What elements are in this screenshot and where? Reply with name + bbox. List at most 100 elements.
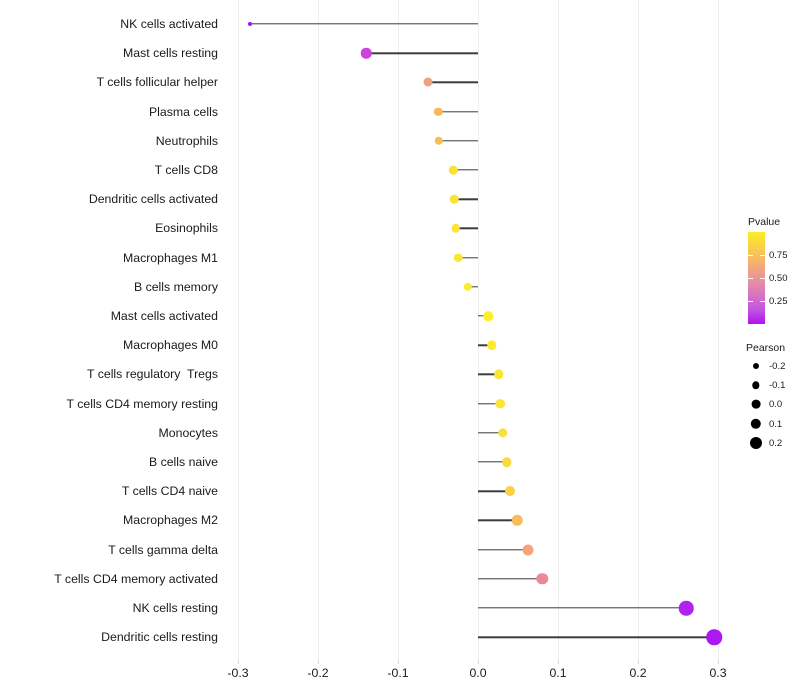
lollipop-dot[interactable] bbox=[451, 224, 460, 233]
lollipop-dot[interactable] bbox=[678, 600, 694, 616]
lollipop-stem bbox=[478, 461, 507, 463]
x-axis-tick-label: -0.2 bbox=[307, 666, 329, 680]
size-legend-label: 0.0 bbox=[769, 399, 783, 411]
lollipop-stem bbox=[478, 636, 714, 638]
lollipop-stem bbox=[478, 578, 542, 580]
y-axis-tick-label: T cells regulatory Tregs bbox=[87, 367, 218, 382]
lollipop-stem bbox=[478, 490, 510, 492]
lollipop-stem bbox=[478, 402, 501, 405]
gridline-x bbox=[318, 0, 319, 660]
lollipop-dot[interactable] bbox=[483, 311, 494, 321]
lollipop-dot[interactable] bbox=[502, 457, 512, 467]
x-axis-tick-mark bbox=[718, 660, 719, 664]
y-axis-tick-label: Mast cells activated bbox=[110, 309, 218, 323]
lollipop-dot[interactable] bbox=[433, 107, 443, 116]
lollipop-dot[interactable] bbox=[536, 573, 548, 585]
y-axis-labels: NK cells activated Mast cells resting T ce… bbox=[0, 0, 228, 660]
lollipop-dot[interactable] bbox=[453, 253, 463, 262]
y-axis-tick-label: NK cells resting bbox=[132, 601, 218, 615]
y-axis-tick-label: Mast cells resting bbox=[123, 46, 218, 61]
lollipop-stem bbox=[454, 198, 478, 200]
gridline-x bbox=[638, 0, 639, 660]
size-legend-dot bbox=[753, 363, 759, 369]
y-axis-tick-label: Macrophages M2 bbox=[122, 513, 218, 528]
colorbar-tick-label: 0.75 bbox=[769, 250, 788, 261]
lollipop-stem bbox=[478, 548, 529, 551]
x-axis-tick-label: -0.3 bbox=[227, 666, 249, 680]
y-axis-tick-label: Monocytes bbox=[158, 425, 218, 440]
x-axis-tick-label: 0.0 bbox=[469, 666, 487, 680]
lollipop-dot[interactable] bbox=[505, 486, 515, 497]
lollipop-dot[interactable] bbox=[248, 22, 252, 26]
size-legend-dot bbox=[752, 381, 760, 389]
y-axis-tick-label: B cells naive bbox=[148, 455, 218, 469]
lollipop-dot[interactable] bbox=[495, 398, 506, 409]
y-axis-tick-label: Neutrophils bbox=[155, 133, 218, 148]
lollipop-stem bbox=[478, 607, 686, 609]
lollipop-dot[interactable] bbox=[434, 136, 444, 146]
y-axis-tick-label: T cells gamma delta bbox=[108, 542, 218, 557]
lollipop-stem bbox=[366, 52, 478, 54]
x-axis-tick-mark bbox=[478, 660, 479, 664]
y-axis-tick-label: T cells CD4 memory activated bbox=[54, 571, 218, 586]
y-axis-tick-label: Macrophages M1 bbox=[122, 250, 218, 265]
lollipop-dot[interactable] bbox=[494, 369, 504, 380]
lollipop-stem bbox=[478, 344, 492, 346]
lollipop-stem bbox=[427, 81, 478, 84]
colorbar-tick-mark bbox=[748, 255, 753, 256]
y-axis-tick-label: Dendritic cells resting bbox=[101, 630, 218, 645]
size-legend-label: 0.1 bbox=[769, 418, 783, 430]
gridline-x bbox=[478, 0, 479, 660]
pvalue-legend-title: Pvalue bbox=[748, 216, 781, 228]
lollipop-dot[interactable] bbox=[706, 629, 722, 645]
x-axis-tick-label: 0.3 bbox=[709, 666, 727, 680]
colorbar-tick-mark bbox=[760, 255, 765, 256]
y-axis-tick-label: B cells memory bbox=[133, 279, 218, 294]
lollipop-dot[interactable] bbox=[448, 165, 458, 175]
x-axis-tick-label: 0.1 bbox=[549, 666, 567, 680]
legend-area: Pvalue Pearson 0.25 0.50 0.75 -0.2 -0.1 0.0 0.… bbox=[736, 0, 800, 700]
x-axis-tick-label: -0.1 bbox=[387, 666, 409, 680]
x-axis-tick-mark bbox=[398, 660, 399, 664]
lollipop-stem bbox=[455, 227, 478, 230]
lollipop-stem bbox=[478, 519, 518, 522]
x-axis-tick-mark bbox=[318, 660, 319, 664]
lollipop-dot[interactable] bbox=[498, 428, 508, 438]
y-axis-tick-label: Dendritic cells activated bbox=[88, 192, 218, 207]
lollipop-dot[interactable] bbox=[449, 194, 459, 204]
lollipop-stem bbox=[478, 373, 499, 376]
y-axis-tick-label: T cells CD8 bbox=[154, 163, 218, 177]
lollipop-dot[interactable] bbox=[486, 340, 497, 350]
lollipop-stem bbox=[478, 432, 503, 434]
colorbar-tick-label: 0.25 bbox=[769, 296, 788, 307]
lollipop-dot[interactable] bbox=[463, 282, 472, 292]
lollipop-stem bbox=[467, 286, 478, 288]
y-axis-tick-label: Eosinophils bbox=[155, 221, 218, 236]
x-axis-tick-mark bbox=[558, 660, 559, 664]
size-legend-dot bbox=[750, 436, 762, 449]
size-legend-label: -0.2 bbox=[769, 361, 786, 372]
lollipop-dot[interactable] bbox=[511, 515, 523, 526]
size-legend-dot bbox=[750, 418, 762, 429]
plot-panel bbox=[228, 0, 728, 660]
gridline-x bbox=[718, 0, 719, 660]
lollipop-stem bbox=[438, 110, 478, 113]
size-legend-label: -0.1 bbox=[769, 380, 786, 392]
lollipop-dot[interactable] bbox=[423, 77, 433, 87]
x-axis-tick-label: 0.2 bbox=[629, 666, 647, 680]
y-axis-tick-label: NK cells activated bbox=[120, 17, 218, 31]
size-legend-dot bbox=[751, 399, 761, 409]
lollipop-stem bbox=[478, 315, 489, 317]
colorbar-tick-label: 0.50 bbox=[769, 273, 788, 284]
y-axis-tick-label: T cells CD4 naive bbox=[121, 484, 218, 499]
lollipop-dot[interactable] bbox=[360, 47, 372, 59]
y-axis-tick-label: T cells CD4 memory resting bbox=[66, 396, 218, 411]
gridline-x bbox=[558, 0, 559, 660]
gridline-x bbox=[238, 0, 239, 660]
lollipop-stem bbox=[250, 23, 478, 25]
lollipop-stem bbox=[438, 140, 478, 142]
y-axis-tick-label: Macrophages M0 bbox=[122, 338, 218, 353]
gridline-x bbox=[398, 0, 399, 660]
lollipop-dot[interactable] bbox=[522, 544, 534, 556]
